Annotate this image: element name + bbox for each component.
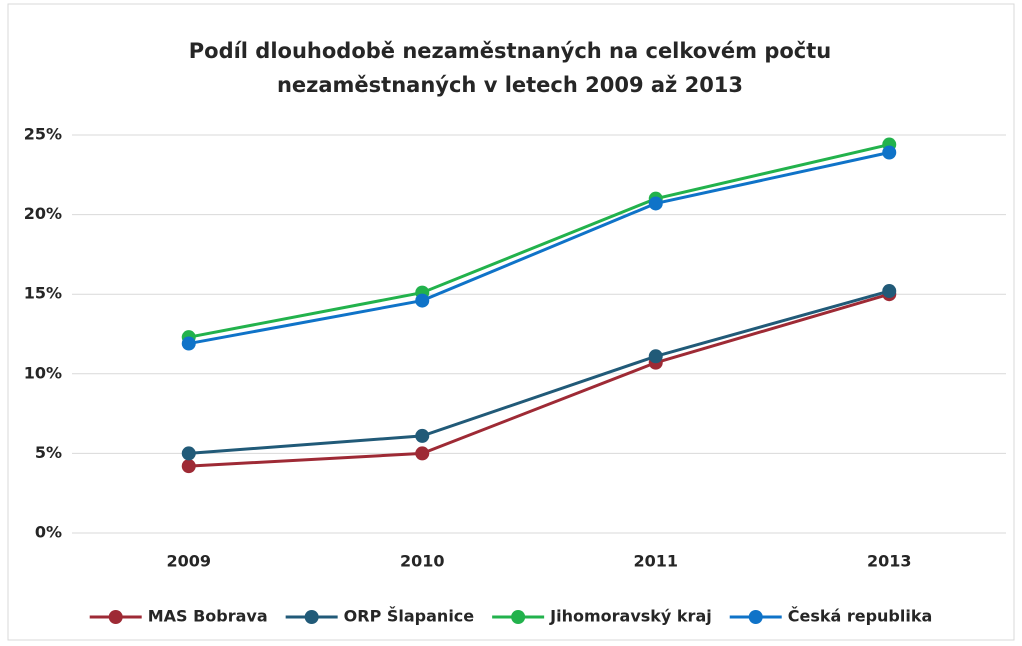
legend-label: Jihomoravský kraj	[549, 607, 712, 626]
y-tick-label: 5%	[35, 443, 62, 462]
data-point	[882, 284, 897, 299]
x-tick-label: 2009	[166, 552, 211, 571]
legend-marker	[108, 610, 123, 624]
legend-marker	[748, 610, 763, 624]
y-tick-label: 25%	[24, 125, 62, 144]
data-point	[181, 459, 196, 474]
data-point	[882, 145, 897, 160]
data-point	[648, 196, 663, 211]
data-point	[181, 336, 196, 351]
data-point	[415, 293, 430, 308]
legend-label: Česká republika	[788, 607, 933, 626]
series-line	[188, 292, 890, 468]
data-point	[648, 349, 663, 364]
legend-label: MAS Bobrava	[148, 607, 268, 626]
y-tick-label: 15%	[24, 284, 62, 303]
x-tick-label: 2011	[633, 552, 678, 571]
x-tick-label: 2013	[867, 552, 912, 571]
y-tick-label: 0%	[35, 523, 62, 542]
data-point	[415, 428, 430, 443]
chart-frame	[7, 3, 1015, 641]
legend-marker	[304, 610, 319, 624]
data-point	[181, 446, 196, 461]
chart-title: Podíl dlouhodobě nezaměstnaných na celko…	[188, 39, 832, 97]
y-tick-label: 20%	[24, 204, 62, 223]
series-line	[188, 143, 890, 339]
data-point	[415, 446, 430, 461]
series-line	[188, 289, 890, 455]
y-tick-label: 10%	[24, 363, 62, 382]
legend-marker	[511, 610, 526, 624]
x-tick-label: 2010	[400, 552, 445, 571]
legend-label: ORP Šlapanice	[344, 607, 475, 626]
series-line	[188, 151, 890, 346]
